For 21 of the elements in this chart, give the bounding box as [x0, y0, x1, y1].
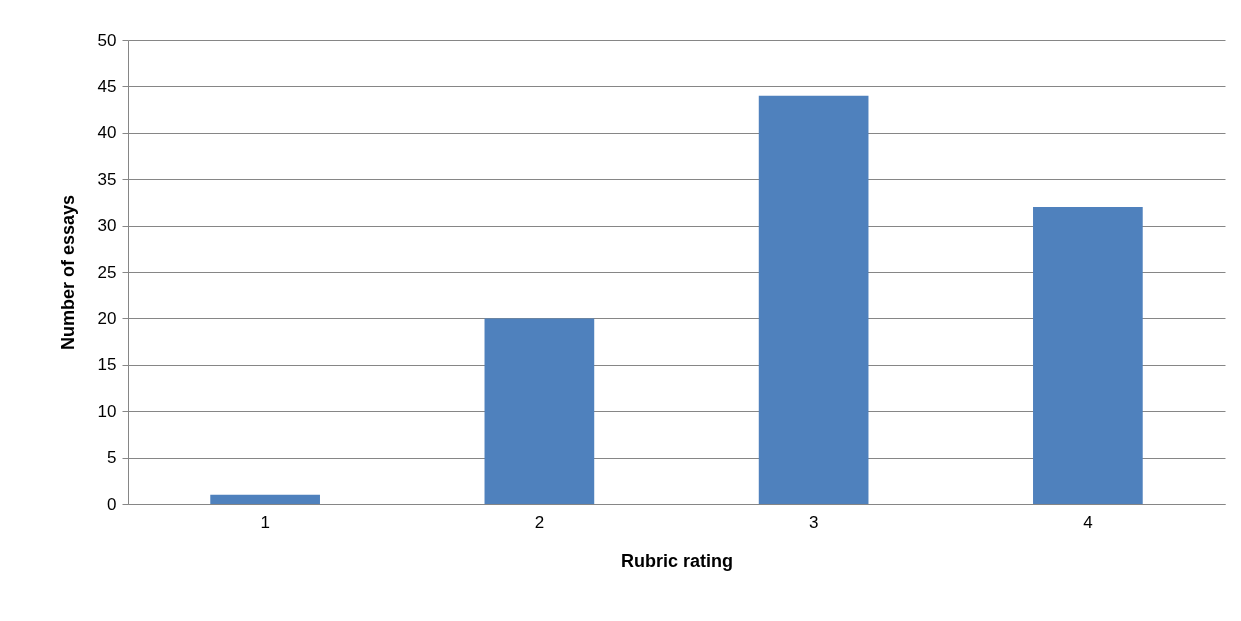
- x-axis-title: Rubric rating: [620, 550, 734, 571]
- bar: [210, 494, 320, 504]
- y-tick-label: 40: [97, 123, 117, 143]
- x-tick-label: 4: [1083, 512, 1093, 532]
- y-tick-label: 10: [97, 401, 117, 421]
- y-tick-label: 50: [97, 30, 117, 50]
- y-tick-label: 35: [97, 169, 117, 189]
- y-tick-label: 0: [107, 494, 117, 514]
- y-tick-label: 5: [107, 448, 117, 468]
- y-tick-label: 30: [97, 216, 117, 236]
- y-tick-label: 20: [97, 308, 117, 328]
- bar: [1033, 207, 1143, 504]
- y-axis-title: Number of essays: [57, 194, 78, 351]
- bar: [758, 95, 869, 504]
- y-tick-label: 45: [97, 76, 117, 96]
- y-tick-label: 25: [97, 262, 117, 282]
- x-tick-label: 3: [808, 512, 819, 532]
- y-tick-label: 15: [97, 355, 117, 375]
- x-tick-label: 1: [260, 512, 270, 532]
- bar: [484, 318, 595, 504]
- x-tick-label: 2: [534, 512, 545, 532]
